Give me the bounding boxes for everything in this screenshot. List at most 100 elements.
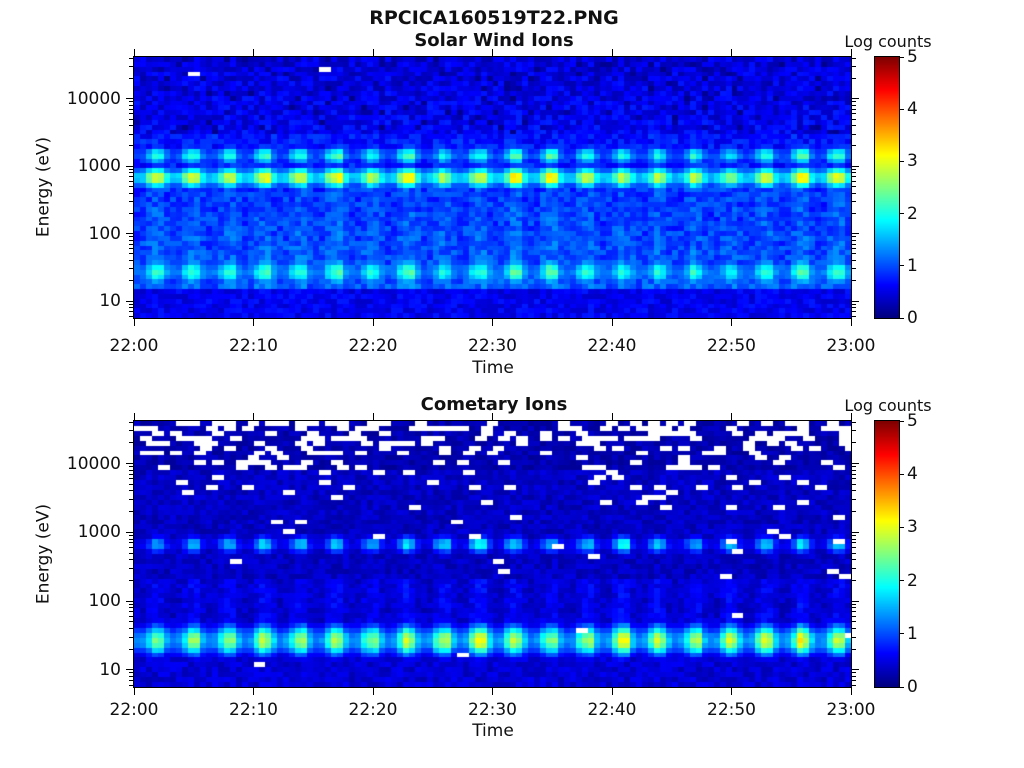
y-major-tick-right <box>852 165 859 167</box>
y-minor-tick <box>129 567 133 569</box>
y-tick-label: 100 <box>88 223 121 244</box>
y-minor-tick-right <box>852 212 856 214</box>
y-minor-tick <box>129 615 133 617</box>
y-minor-tick-right <box>852 236 856 238</box>
x-major-tick-top <box>253 49 254 56</box>
x-tick-label: 22:00 <box>109 336 159 356</box>
y-minor-tick <box>129 236 133 238</box>
y-minor-tick <box>129 180 133 182</box>
solar-wind-spectrogram <box>134 57 851 318</box>
y-minor-tick-right <box>852 615 856 617</box>
x-tick-label: 22:10 <box>229 700 278 720</box>
y-minor-tick-right <box>852 473 856 475</box>
y-major-tick <box>126 669 133 671</box>
y-minor-tick <box>129 253 133 255</box>
y-tick-label: 10000 <box>66 453 121 474</box>
y-minor-tick-right <box>852 243 856 245</box>
y-minor-tick-right <box>852 478 856 480</box>
y-minor-tick <box>129 57 133 59</box>
y-minor-tick-right <box>852 675 856 677</box>
colorbar-tick-label: 4 <box>907 99 918 120</box>
y-minor-tick-right <box>852 248 856 250</box>
x-major-tick-top <box>372 49 374 56</box>
x-major-tick-top <box>731 413 732 420</box>
x-tick-label: 22:30 <box>468 336 517 356</box>
y-tick-label: 100 <box>88 591 121 612</box>
y-minor-tick-right <box>852 57 856 59</box>
y-tick-label: 10 <box>99 659 121 680</box>
colorbar-tick-label: 0 <box>907 677 918 697</box>
y-tick-label: 10000 <box>66 88 121 109</box>
x-major-tick <box>731 688 732 695</box>
colorbar-tick <box>900 633 904 635</box>
y-minor-tick <box>129 552 133 554</box>
y-minor-tick <box>129 172 133 174</box>
x-major-tick <box>611 688 613 695</box>
y-minor-tick-right <box>852 552 856 554</box>
x-tick-label: 22:40 <box>587 336 637 356</box>
y-minor-tick-right <box>852 672 856 674</box>
y-minor-tick <box>129 430 133 432</box>
panel2-plot-frame <box>133 420 852 688</box>
y-minor-tick-right <box>852 607 856 609</box>
x-major-tick-top <box>611 413 613 420</box>
colorbar-tick <box>900 686 904 688</box>
y-minor-tick-right <box>852 421 856 423</box>
colorbar-tick <box>900 213 904 215</box>
y-minor-tick <box>129 192 133 194</box>
colorbar-tick <box>900 317 904 319</box>
colorbar-tick <box>900 56 904 58</box>
x-major-tick-top <box>611 49 613 56</box>
x-tick-label: 22:20 <box>348 336 398 356</box>
y-minor-tick-right <box>852 627 856 629</box>
x-major-tick <box>492 688 493 695</box>
y-minor-tick <box>129 473 133 475</box>
y-minor-tick <box>129 611 133 613</box>
y-minor-tick-right <box>852 101 856 103</box>
y-minor-tick <box>129 145 133 147</box>
y-major-tick <box>126 463 133 465</box>
y-minor-tick <box>129 212 133 214</box>
panel1-title: Solar Wind Ions <box>414 30 574 51</box>
x-major-tick-top <box>731 49 732 56</box>
colorbar-tick <box>900 160 904 162</box>
colorbar-tick <box>900 473 904 475</box>
y-minor-tick <box>129 579 133 581</box>
y-minor-tick <box>129 113 133 115</box>
y-minor-tick <box>129 186 133 188</box>
y-minor-tick-right <box>852 78 856 79</box>
x-major-tick-top <box>133 413 135 420</box>
y-minor-tick <box>129 280 133 282</box>
y-minor-tick-right <box>852 511 856 513</box>
x-major-tick <box>133 688 135 695</box>
y-minor-tick <box>129 243 133 245</box>
y-tick-label: 10 <box>99 291 121 312</box>
x-tick-label: 22:40 <box>587 700 637 720</box>
y-minor-tick <box>129 559 133 561</box>
y-minor-tick <box>129 239 133 241</box>
y-minor-tick <box>129 679 133 681</box>
colorbar2-frame <box>874 420 900 688</box>
y-minor-tick-right <box>852 621 856 623</box>
colorbar-tick <box>900 580 904 582</box>
y-minor-tick-right <box>852 113 856 115</box>
y-minor-tick-right <box>852 469 856 471</box>
x-tick-label: 22:50 <box>707 700 756 720</box>
y-major-tick <box>126 165 133 167</box>
colorbar-tick-label: 1 <box>907 623 918 644</box>
y-minor-tick-right <box>852 567 856 569</box>
y-minor-tick-right <box>852 547 856 549</box>
y-minor-tick <box>129 469 133 471</box>
y-minor-tick-right <box>852 176 856 178</box>
y-minor-tick <box>129 201 133 203</box>
panel1-yaxis-label: Energy (eV) <box>33 136 54 238</box>
y-minor-tick-right <box>852 648 856 650</box>
y-minor-tick <box>129 648 133 650</box>
y-minor-tick-right <box>852 133 856 135</box>
y-minor-tick-right <box>852 168 856 170</box>
y-minor-tick-right <box>852 499 856 501</box>
colorbar-tick-label: 0 <box>907 308 918 328</box>
y-minor-tick <box>129 125 133 127</box>
x-major-tick <box>133 319 135 326</box>
x-major-tick <box>731 319 732 326</box>
